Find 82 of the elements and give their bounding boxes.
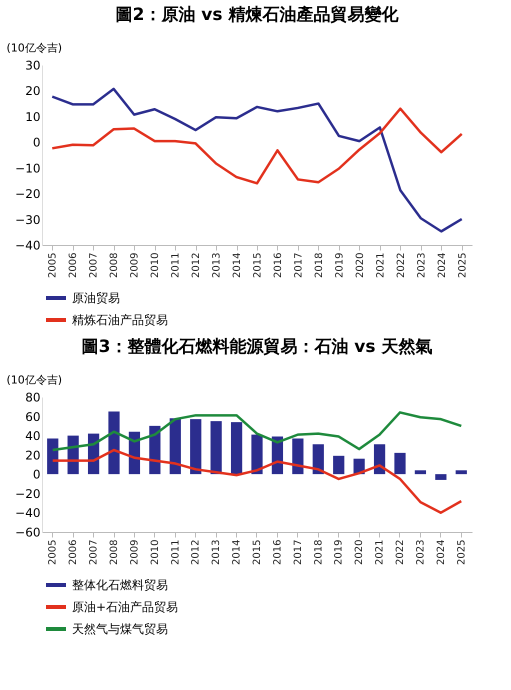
y-axis-title: (10亿令吉)	[6, 374, 62, 386]
x-tick-label: 2008	[109, 252, 120, 278]
bar	[210, 421, 222, 474]
y-tick-label: 0	[32, 136, 40, 150]
legend-label: 精炼石油产品贸易	[72, 313, 168, 327]
x-tick-label: 2012	[190, 540, 202, 565]
bar	[333, 456, 344, 474]
chart-title: 圖3：整體化石燃料能源貿易：石油 vs 天然氣	[82, 337, 432, 357]
x-tick-label: 2016	[272, 252, 284, 278]
x-tick-label: 2008	[109, 540, 120, 565]
bar	[312, 444, 324, 474]
x-tick-label: 2017	[293, 252, 304, 278]
x-tick-label: 2025	[457, 252, 468, 278]
x-tick-label: 2018	[314, 252, 325, 278]
y-tick-label: −20	[15, 187, 40, 202]
y-tick-label: −60	[15, 526, 40, 540]
line-series	[51, 448, 463, 514]
x-tick-label: 2023	[416, 252, 428, 278]
x-tick-label: 2024	[436, 252, 448, 278]
y-tick-label: −40	[15, 238, 40, 252]
x-tick-label: 2013	[211, 540, 222, 565]
y-tick-label: 60	[25, 410, 40, 424]
bar	[435, 474, 446, 480]
line-series	[50, 107, 464, 185]
bar	[456, 470, 467, 474]
bar	[47, 438, 58, 474]
x-tick-label: 2015	[252, 540, 263, 565]
x-tick-label: 2021	[375, 252, 386, 278]
x-tick-label: 2024	[436, 540, 447, 565]
x-tick-label: 2007	[88, 540, 100, 565]
y-tick-label: −20	[15, 486, 40, 501]
y-tick-label: −40	[15, 506, 40, 520]
x-tick-label: 2020	[354, 540, 366, 565]
x-tick-label: 2011	[170, 540, 182, 565]
y-tick-label: 20	[25, 448, 40, 462]
y-tick-label: −30	[15, 212, 40, 227]
legend-label: 整体化石燃料贸易	[72, 578, 168, 592]
y-axis-title: (10亿令吉)	[6, 42, 62, 54]
y-tick-label: 40	[25, 429, 40, 444]
x-tick-label: 2022	[396, 252, 407, 278]
x-tick-label: 2014	[232, 252, 244, 278]
chart-title: 圖2：原油 vs 精煉石油產品貿易變化	[116, 5, 400, 25]
legend-label: 天然气与煤气贸易	[72, 622, 168, 636]
x-tick-label: 2007	[88, 252, 100, 278]
bar	[394, 452, 406, 474]
x-tick-label: 2019	[334, 540, 345, 565]
bar	[190, 419, 202, 474]
x-tick-label: 2021	[374, 540, 386, 565]
legend-label: 原油+石油产品贸易	[72, 600, 178, 614]
x-tick-label: 2005	[48, 252, 59, 278]
y-tick-label: −10	[15, 161, 40, 176]
x-tick-label: 2022	[394, 540, 406, 565]
x-tick-label: 2016	[272, 540, 284, 565]
x-tick-label: 2010	[150, 540, 161, 565]
y-tick-label: 0	[32, 468, 40, 482]
x-tick-label: 2014	[232, 540, 243, 565]
x-tick-label: 2018	[313, 540, 324, 565]
x-tick-label: 2010	[150, 252, 162, 278]
line-series	[50, 88, 464, 233]
x-tick-label: 2006	[68, 540, 80, 565]
x-tick-label: 2009	[129, 540, 140, 565]
x-tick-label: 2013	[212, 252, 223, 278]
bar	[230, 422, 242, 474]
x-tick-label: 2009	[130, 252, 141, 278]
x-tick-label: 2025	[456, 540, 468, 565]
y-tick-label: 30	[25, 58, 40, 72]
y-tick-label: 80	[25, 390, 40, 404]
x-tick-label: 2019	[334, 252, 346, 278]
x-tick-label: 2012	[191, 252, 202, 278]
y-tick-label: 20	[25, 84, 40, 98]
x-tick-label: 2011	[170, 252, 182, 278]
bar	[292, 438, 304, 474]
x-tick-label: 2020	[354, 252, 366, 278]
y-tick-label: 10	[25, 110, 40, 124]
line-series	[51, 411, 463, 452]
legend-label: 原油贸易	[72, 291, 120, 305]
x-tick-label: 2017	[292, 540, 304, 565]
x-tick-label: 2015	[252, 252, 264, 278]
bar	[170, 418, 181, 474]
x-tick-label: 2006	[68, 252, 80, 278]
x-tick-label: 2005	[48, 540, 59, 565]
x-tick-label: 2023	[415, 540, 426, 565]
